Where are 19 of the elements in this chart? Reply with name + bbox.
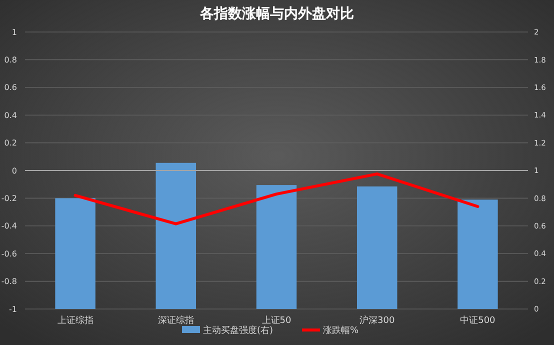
y-tick-label: -0.2 xyxy=(1,194,17,203)
x-tick-label: 中证500 xyxy=(460,315,496,326)
y-tick-label: 0.8 xyxy=(4,56,17,64)
chart-title: 各指数涨幅与内外盘对比 xyxy=(199,6,354,22)
y-tick-label: 0.6 xyxy=(4,83,17,92)
y-tick-label: 0 xyxy=(12,166,17,176)
y-tick-label: 0.2 xyxy=(4,138,17,148)
x-tick-label: 上证50 xyxy=(262,315,292,326)
y-tick-label: -1 xyxy=(9,304,17,314)
x-tick-label: 上证综指 xyxy=(57,315,94,326)
y-tick-label: -0.6 xyxy=(1,249,17,258)
legend-label: 涨跌幅% xyxy=(323,325,359,336)
y-tick-label: 0.4 xyxy=(4,110,17,120)
y-tick-label: -0.4 xyxy=(1,222,17,231)
x-tick-label: 沪深300 xyxy=(360,315,395,326)
y-tick-label: 1 xyxy=(12,28,17,37)
legend-label: 主动买盘强度(右) xyxy=(203,325,274,336)
y-tick-label: -0.8 xyxy=(1,277,17,286)
x-tick-label: 深证综指 xyxy=(158,315,194,326)
